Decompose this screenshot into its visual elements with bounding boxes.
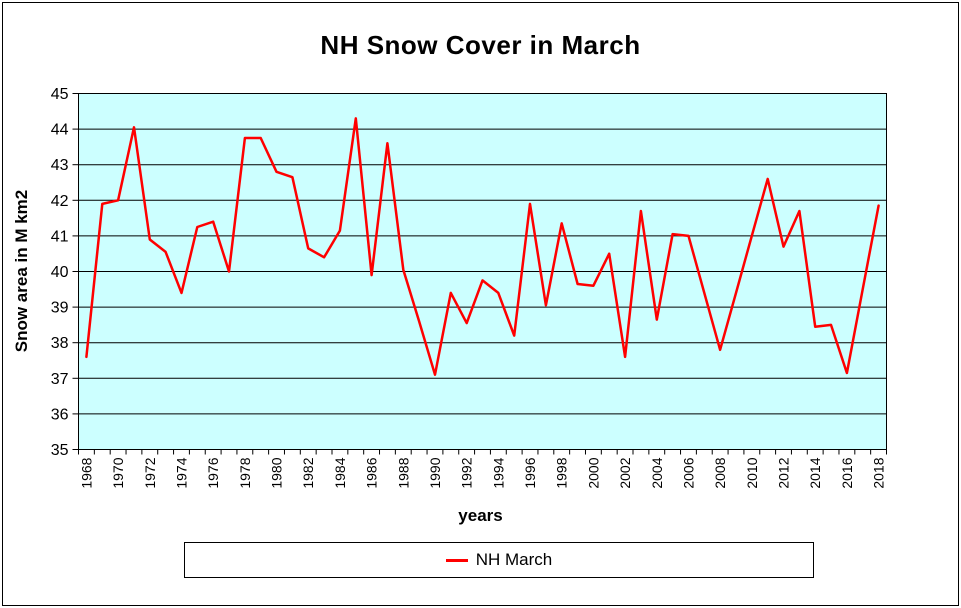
x-tick-label: 2006 bbox=[680, 457, 696, 488]
x-tick-label: 1992 bbox=[459, 457, 475, 488]
x-tick-label: 1998 bbox=[554, 457, 570, 488]
chart-title: NH Snow Cover in March bbox=[320, 30, 641, 60]
y-tick-label: 35 bbox=[51, 442, 69, 459]
x-tick-label: 2010 bbox=[744, 457, 760, 488]
y-tick-label: 41 bbox=[51, 228, 69, 245]
y-tick-label: 43 bbox=[51, 157, 69, 174]
y-tick-label: 36 bbox=[51, 406, 69, 423]
x-tick-label: 2012 bbox=[776, 457, 792, 488]
x-tick-label: 1978 bbox=[237, 457, 253, 488]
y-tick-label: 37 bbox=[51, 371, 69, 388]
x-tick-label: 1968 bbox=[78, 457, 94, 488]
x-tick-label: 2004 bbox=[649, 457, 665, 488]
x-tick-label: 2000 bbox=[585, 457, 601, 488]
x-tick-label: 1970 bbox=[110, 457, 126, 488]
y-tick-label: 38 bbox=[51, 335, 69, 352]
x-tick-label: 1972 bbox=[142, 457, 158, 488]
x-tick-label: 1986 bbox=[364, 457, 380, 488]
series-line bbox=[85, 117, 880, 376]
x-axis-title: years bbox=[458, 506, 503, 525]
x-tick-label: 2018 bbox=[871, 457, 887, 488]
x-tick-label: 1976 bbox=[205, 457, 221, 488]
legend: NH March bbox=[184, 542, 814, 578]
x-tick-label: 2016 bbox=[839, 457, 855, 488]
x-tick-label: 1988 bbox=[395, 457, 411, 488]
y-tick-label: 39 bbox=[51, 300, 69, 317]
y-tick-label: 44 bbox=[51, 122, 69, 139]
x-tick-label: 1980 bbox=[269, 457, 285, 488]
x-tick-label: 1974 bbox=[173, 457, 189, 488]
x-tick-label: 1984 bbox=[332, 457, 348, 488]
x-tick-label: 1982 bbox=[300, 457, 316, 488]
x-tick-label: 2008 bbox=[712, 457, 728, 488]
y-tick-label: 40 bbox=[51, 264, 69, 281]
x-tick-label: 2014 bbox=[807, 457, 823, 488]
legend-label: NH March bbox=[475, 550, 553, 569]
x-tick-label: 1996 bbox=[522, 457, 538, 488]
x-tick-label: 1994 bbox=[490, 457, 506, 488]
x-tick-label: 2002 bbox=[617, 457, 633, 488]
x-tick-label: 1990 bbox=[427, 457, 443, 488]
y-tick-label: 45 bbox=[51, 86, 69, 103]
legend-line-swatch bbox=[445, 558, 468, 562]
y-tick-label: 42 bbox=[51, 193, 69, 210]
